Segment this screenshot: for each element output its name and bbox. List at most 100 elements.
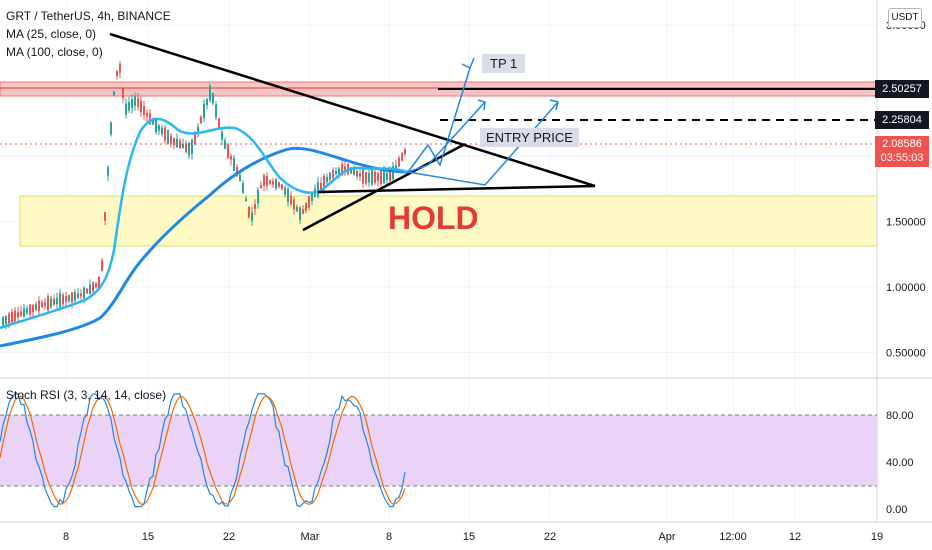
currency-badge[interactable]: USDT xyxy=(888,8,922,28)
candle-body xyxy=(209,85,211,101)
rsi-axis[interactable]: 80.00 40.00 0.00 xyxy=(886,410,914,516)
candle-body xyxy=(77,293,79,299)
candle-body xyxy=(32,304,34,313)
candle-body xyxy=(125,103,127,115)
candle-body xyxy=(218,118,220,129)
candle-body xyxy=(362,169,364,184)
candle-body xyxy=(371,170,373,185)
candle-body xyxy=(359,173,361,177)
candle-body xyxy=(176,138,178,148)
candle-body xyxy=(242,182,244,194)
candle-body xyxy=(80,293,82,297)
rsi-tick-label: 80.00 xyxy=(886,410,914,422)
candle-body xyxy=(122,88,124,99)
candle-body xyxy=(14,310,16,322)
candle-body xyxy=(383,170,385,184)
candle-body xyxy=(332,170,334,178)
candle-body xyxy=(344,166,346,171)
candle-body xyxy=(155,117,157,133)
candle-body xyxy=(89,284,91,294)
candle-body xyxy=(113,91,115,96)
candle-body xyxy=(272,180,274,185)
rsi-d-line xyxy=(0,395,406,505)
candle-body xyxy=(62,294,64,305)
current-price-value: 2.08586 xyxy=(882,138,922,150)
candle-body xyxy=(119,64,121,73)
candle-body xyxy=(131,99,133,109)
ma100-legend[interactable]: MA (100, close, 0) xyxy=(6,45,103,59)
tp1-label: TP 1 xyxy=(482,54,526,73)
ma100-line xyxy=(0,146,409,348)
candle-body xyxy=(50,298,52,307)
candle-body xyxy=(44,302,46,306)
time-axis[interactable]: 8 15 22 Mar 8 15 22 Apr 12:00 12 19 xyxy=(63,531,883,543)
ma25-line xyxy=(0,117,409,330)
candle-body xyxy=(254,204,256,210)
candle-body xyxy=(395,165,397,170)
candle-body xyxy=(305,202,307,211)
candle-body xyxy=(68,294,70,302)
ma25-legend[interactable]: MA (25, close, 0) xyxy=(6,27,97,41)
candle-body xyxy=(71,292,73,303)
time-tick-label: 19 xyxy=(871,531,883,543)
candle-body xyxy=(380,169,382,184)
candle-body xyxy=(284,187,286,195)
candle-body xyxy=(206,98,208,106)
candle-body xyxy=(83,287,85,299)
projection-paths xyxy=(407,57,559,186)
candle-body xyxy=(320,182,322,190)
candle-body xyxy=(2,316,4,326)
candle-body xyxy=(29,304,31,315)
price-tag-tp: 2.50257 xyxy=(875,80,929,98)
candle-body xyxy=(230,155,232,160)
candle-body xyxy=(140,101,142,113)
candle-body xyxy=(179,140,181,149)
candle-body xyxy=(26,308,28,314)
candle-body xyxy=(149,113,151,125)
price-tag-entry: 2.25804 xyxy=(875,111,929,129)
candle-body xyxy=(8,313,10,324)
symbol-legend[interactable]: GRT / TetherUS, 4h, BINANCE xyxy=(6,9,171,23)
current-price-tag: 2.08586 03:55:03 xyxy=(875,136,929,167)
candle-body xyxy=(92,282,94,292)
candle-body xyxy=(374,171,376,183)
candle-body xyxy=(353,169,355,175)
hold-label: HOLD xyxy=(388,200,479,236)
candle-body xyxy=(365,172,367,184)
candle-body xyxy=(185,142,187,153)
candle-body xyxy=(275,178,277,189)
rsi-legend[interactable]: Stoch RSI (3, 3, 14, 14, close) xyxy=(6,388,167,402)
candle-body xyxy=(47,296,49,311)
candle-body xyxy=(143,106,145,116)
candle-body xyxy=(377,173,379,181)
candle-body xyxy=(308,195,310,208)
candle-body xyxy=(299,207,301,220)
candle-body xyxy=(323,176,325,190)
candle-body xyxy=(95,283,97,288)
candle-body xyxy=(263,174,265,186)
candle-body xyxy=(20,311,22,316)
candle-body xyxy=(215,104,217,118)
candle-body xyxy=(107,167,109,176)
candle-body xyxy=(245,198,247,202)
time-tick-label: 22 xyxy=(544,531,556,543)
candle-body xyxy=(146,112,148,117)
descending-trendline xyxy=(109,32,596,188)
candle-body xyxy=(248,206,250,218)
candle-body xyxy=(167,130,169,144)
time-tick-label: 22 xyxy=(223,531,235,543)
candle-body xyxy=(128,102,130,111)
candle-body xyxy=(335,171,337,175)
candle-body xyxy=(368,173,370,183)
candle-body xyxy=(287,188,289,203)
candle-body xyxy=(188,143,190,155)
candle-body xyxy=(236,166,238,176)
candle-body xyxy=(326,176,328,182)
bar-countdown: 03:55:03 xyxy=(880,152,924,164)
candle-body xyxy=(200,116,202,124)
time-tick-label: 8 xyxy=(63,531,69,543)
candle-body xyxy=(269,180,271,184)
